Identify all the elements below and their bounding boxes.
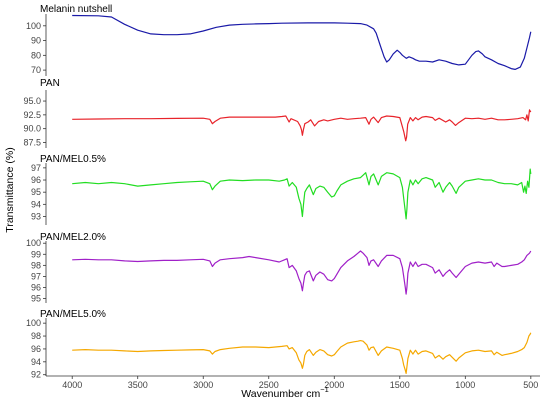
y-tick-label: 87.5 <box>23 137 41 147</box>
panel: PAN/MEL0.5% 93 94 95 96 97 <box>31 154 532 225</box>
x-tick-label: 1500 <box>390 380 410 390</box>
y-tick-label: 100 <box>26 318 41 328</box>
y-tick-label: 100 <box>26 21 41 31</box>
y-tick-label: 70 <box>31 65 41 75</box>
y-tick-label: 90.0 <box>23 124 41 134</box>
panel: Melanin nutshell 70 80 90 100 <box>26 4 532 76</box>
y-tick-label: 95 <box>31 187 41 197</box>
y-tick-label: 97 <box>31 271 41 281</box>
x-axis: 4000 3500 3000 2500 2000 1500 1000 500 <box>45 370 540 390</box>
series-line <box>72 14 532 70</box>
panel-label: PAN/MEL0.5% <box>40 154 106 165</box>
y-axis-title: Transmittance (%) <box>4 147 16 232</box>
panel-label: Melanin nutshell <box>40 4 112 15</box>
panel: PAN 87.5 90.0 92.5 95.0 <box>23 78 532 148</box>
chart-panels: Melanin nutshell 70 80 90 100 PAN 87.5 90.0 92.5… <box>23 4 532 380</box>
y-tick-label: 94 <box>31 199 41 209</box>
x-tick-label: 2000 <box>324 380 344 390</box>
y-tick-label: 96 <box>31 283 41 293</box>
x-axis-title-main: Wavenumber cm <box>241 388 320 400</box>
y-tick-label: 93 <box>31 211 41 221</box>
panel: PAN/MEL5.0% 92 94 96 98 100 <box>26 309 532 380</box>
panel-label: PAN/MEL2.0% <box>40 232 106 243</box>
x-tick-label: 1000 <box>455 380 475 390</box>
y-tick-label: 98 <box>31 260 41 270</box>
series-line <box>72 109 532 142</box>
panel-label: PAN <box>40 78 60 89</box>
y-tick-label: 95.0 <box>23 96 41 106</box>
y-tick-label: 99 <box>31 249 41 259</box>
x-tick-label: 2500 <box>259 380 279 390</box>
y-tick-label: 98 <box>31 331 41 341</box>
series-line <box>72 332 532 374</box>
x-axis-title-superscript: −1 <box>320 385 329 394</box>
panel-label: PAN/MEL5.0% <box>40 309 106 320</box>
series-line <box>72 250 532 295</box>
y-tick-label: 92.5 <box>23 110 41 120</box>
y-tick-label: 94 <box>31 357 41 367</box>
x-tick-label: 4000 <box>62 380 82 390</box>
y-tick-label: 97 <box>31 163 41 173</box>
series-line <box>72 168 532 220</box>
x-axis-title: Wavenumber cm−1 <box>241 385 329 400</box>
y-tick-label: 100 <box>26 238 41 248</box>
y-tick-label: 92 <box>31 370 41 380</box>
y-tick-label: 96 <box>31 175 41 185</box>
y-tick-label: 96 <box>31 344 41 354</box>
x-tick-label: 3500 <box>128 380 148 390</box>
y-tick-label: 80 <box>31 50 41 60</box>
x-tick-label: 3000 <box>193 380 213 390</box>
x-tick-label: 500 <box>523 380 538 390</box>
y-tick-label: 90 <box>31 36 41 46</box>
y-tick-label: 95 <box>31 294 41 304</box>
